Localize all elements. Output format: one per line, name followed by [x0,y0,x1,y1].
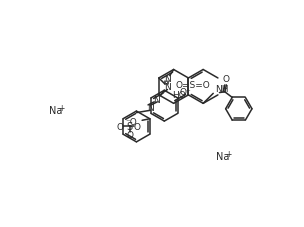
Text: N: N [164,75,171,84]
Text: Na: Na [216,151,230,161]
Text: ⁻O: ⁻O [126,118,137,127]
Text: +: + [58,103,64,112]
Text: NH: NH [215,84,228,93]
Text: N: N [164,83,171,91]
Text: HO: HO [172,90,186,99]
Text: +: + [226,149,232,158]
Text: O: O [223,74,230,83]
Text: O=S=O: O=S=O [176,80,211,89]
Text: O: O [117,122,124,131]
Text: Na: Na [49,105,62,115]
Text: O: O [126,131,133,140]
Text: O⁻: O⁻ [179,87,191,96]
Text: N: N [153,96,160,105]
Text: S: S [127,122,133,132]
Text: O: O [134,122,141,131]
Text: N: N [147,103,154,112]
